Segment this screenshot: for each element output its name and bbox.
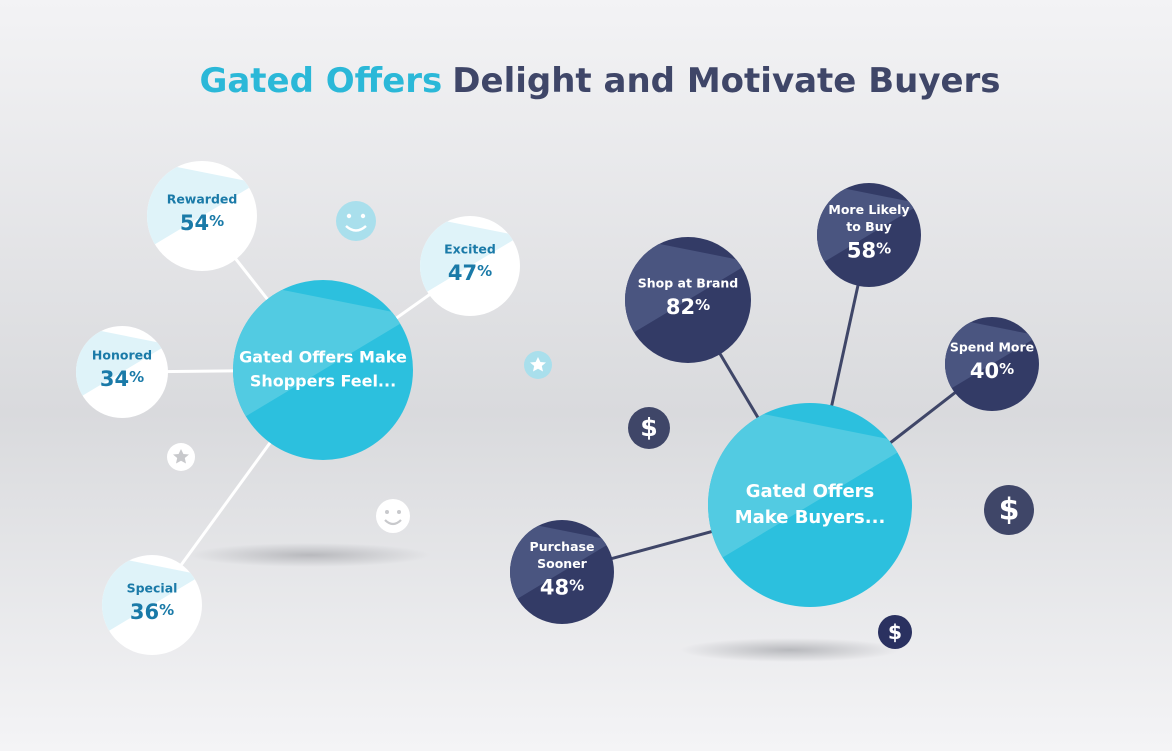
bubble-shade bbox=[102, 555, 202, 635]
icon-glyph: $ bbox=[640, 413, 658, 442]
value-unit: % bbox=[999, 360, 1014, 378]
node-label: Special bbox=[127, 581, 178, 596]
node-value: 48% bbox=[540, 576, 584, 600]
value-unit: % bbox=[209, 212, 224, 230]
value-unit: % bbox=[129, 368, 144, 386]
bubble-shade bbox=[233, 280, 413, 424]
value-number: 47 bbox=[448, 261, 477, 285]
shadow bbox=[680, 638, 900, 662]
dollar-icon: $ bbox=[628, 407, 670, 449]
node-label: Shop at Brand bbox=[638, 276, 739, 291]
icon-glyph: $ bbox=[888, 620, 902, 644]
shadow bbox=[190, 543, 430, 567]
value-number: 54 bbox=[180, 211, 209, 235]
node-label: Honored bbox=[92, 348, 152, 363]
center-label: Make Buyers... bbox=[735, 507, 886, 528]
icon-glyph: $ bbox=[999, 493, 1020, 528]
title-rest: Delight and Motivate Buyers bbox=[452, 61, 1000, 101]
bubble-shade bbox=[76, 326, 168, 400]
node-value: 82% bbox=[666, 295, 710, 319]
value-number: 40 bbox=[970, 359, 999, 383]
value-unit: % bbox=[876, 239, 891, 257]
center-label: Gated Offers Make bbox=[239, 348, 407, 367]
smiley-icon bbox=[336, 201, 376, 241]
icon-circle bbox=[878, 615, 912, 649]
value-number: 82 bbox=[666, 295, 695, 319]
dollar-icon: $ bbox=[984, 485, 1034, 535]
value-number: 58 bbox=[847, 239, 876, 263]
node-bubble: Rewarded 54% bbox=[147, 161, 257, 271]
center-bubble: Gated Offers Make Shoppers Feel... bbox=[233, 280, 413, 460]
node-label: Excited bbox=[444, 242, 496, 257]
bubble-shade bbox=[708, 403, 912, 567]
value-unit: % bbox=[159, 601, 174, 619]
node-label: to Buy bbox=[846, 219, 892, 234]
star-icon bbox=[524, 351, 552, 379]
node-bubble: Shop at Brand 82% bbox=[625, 237, 751, 363]
value-number: 36 bbox=[130, 600, 159, 624]
bubble-shade bbox=[625, 237, 751, 338]
smiley-icon bbox=[376, 499, 410, 533]
icon-circle bbox=[984, 485, 1034, 535]
value-unit: % bbox=[569, 576, 584, 594]
center-bubble: Gated Offers Make Buyers... bbox=[708, 403, 912, 607]
value-unit: % bbox=[477, 262, 492, 280]
node-label: More Likely bbox=[828, 202, 909, 217]
value-number: 48 bbox=[540, 576, 569, 600]
star-icon bbox=[167, 443, 195, 471]
node-bubble: Purchase Sooner 48% bbox=[510, 520, 614, 624]
node-value: 47% bbox=[448, 261, 492, 285]
title-highlight: Gated Offers bbox=[199, 61, 442, 101]
value-number: 34 bbox=[100, 367, 129, 391]
dollar-icon: $ bbox=[878, 615, 912, 649]
value-unit: % bbox=[695, 296, 710, 314]
bubble-shade bbox=[510, 520, 614, 604]
node-bubble: Spend More 40% bbox=[945, 317, 1039, 411]
icon-circle bbox=[628, 407, 670, 449]
node-value: 40% bbox=[970, 359, 1014, 383]
center-label: Shoppers Feel... bbox=[250, 372, 396, 391]
bubble-shade bbox=[945, 317, 1039, 393]
bubble-shade bbox=[817, 183, 921, 267]
node-label: Spend More bbox=[950, 340, 1034, 355]
node-value: 58% bbox=[847, 239, 891, 263]
node-value: 54% bbox=[180, 211, 224, 235]
node-bubble: Honored 34% bbox=[76, 326, 168, 418]
node-label: Rewarded bbox=[167, 192, 238, 207]
center-label: Gated Offers bbox=[746, 481, 875, 502]
node-bubble: Special 36% bbox=[102, 555, 202, 655]
node-value: 36% bbox=[130, 600, 174, 624]
node-label: Purchase bbox=[530, 539, 595, 554]
node-label: Sooner bbox=[537, 556, 588, 571]
node-bubble: Excited 47% bbox=[420, 216, 520, 316]
bubble-shade bbox=[147, 161, 257, 249]
node-value: 34% bbox=[100, 367, 144, 391]
title: Gated Offers Delight and Motivate Buyers bbox=[199, 61, 1000, 101]
bubble-shade bbox=[420, 216, 520, 296]
node-bubble: More Likely to Buy 58% bbox=[817, 183, 921, 287]
